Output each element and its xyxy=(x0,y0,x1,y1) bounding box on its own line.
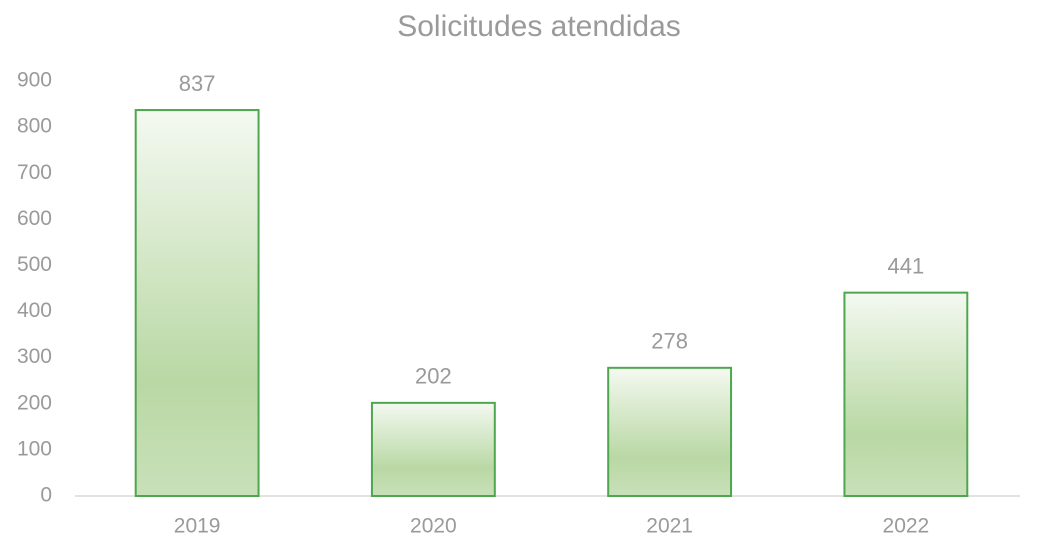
data-label: 278 xyxy=(651,329,688,354)
y-tick-label: 800 xyxy=(17,115,52,138)
data-label: 202 xyxy=(415,364,452,389)
y-tick-label: 100 xyxy=(17,437,52,460)
chart-title: Solicitudes atendidas xyxy=(397,10,681,43)
y-tick-label: 700 xyxy=(17,161,52,184)
y-tick-label: 0 xyxy=(40,484,52,507)
y-tick-label: 900 xyxy=(17,69,52,92)
y-tick-label: 400 xyxy=(17,299,52,322)
x-tick-label: 2021 xyxy=(646,515,693,538)
bar xyxy=(134,109,260,498)
y-tick-label: 600 xyxy=(17,207,52,230)
data-label: 837 xyxy=(179,71,216,96)
x-tick-label: 2019 xyxy=(174,515,221,538)
bar xyxy=(607,366,733,497)
x-tick-label: 2022 xyxy=(883,515,930,538)
y-tick-label: 200 xyxy=(17,391,52,414)
y-tick-label: 300 xyxy=(17,345,52,368)
data-label: 441 xyxy=(888,253,925,278)
y-tick-label: 500 xyxy=(17,253,52,276)
x-tick-label: 2020 xyxy=(410,515,457,538)
bar xyxy=(843,291,969,497)
bar xyxy=(370,401,496,498)
